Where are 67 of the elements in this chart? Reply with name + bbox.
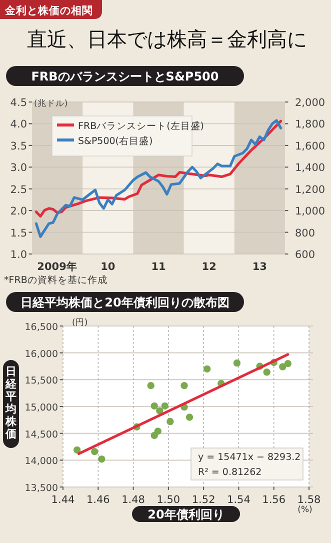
point — [154, 428, 162, 435]
x-tick-label: 1.46 — [86, 494, 110, 506]
x-tick-label: 1.44 — [51, 494, 76, 506]
point — [147, 382, 154, 390]
point — [279, 363, 286, 370]
legend-label: FRBバランスシート(左目盛) — [78, 120, 204, 132]
text: 直近、日本では株高＝金利高に — [27, 27, 307, 51]
y-tick-label: 4.0 — [10, 118, 27, 131]
point — [150, 402, 158, 410]
point — [263, 368, 270, 376]
y-axis-title: 日経平均株価 — [4, 365, 18, 440]
y-tick-label: 14,500 — [24, 429, 58, 440]
y2-tick-label: 1,800 — [295, 118, 326, 131]
y-tick-label: 2.0 — [10, 206, 27, 218]
y2-tick-label: 600 — [295, 249, 316, 261]
text: *FRBの資料を基に作成 — [4, 274, 108, 286]
annotation: (円) — [72, 318, 88, 328]
x-tick-label: 1.52 — [192, 494, 216, 506]
chart-title: FRBのバランスシートとS&P500 — [31, 70, 219, 84]
x-tick-label: 12 — [202, 261, 216, 273]
text: 金利と株価の相関 — [4, 4, 93, 17]
point — [91, 448, 98, 456]
y-tick-label: 15,500 — [24, 376, 58, 387]
y-tick-label: 16,500 — [24, 322, 58, 333]
y-tick-label: 2.5 — [10, 184, 27, 196]
annotation: R² = 0.81262 — [198, 467, 262, 478]
y2-tick-label: 1,200 — [295, 184, 326, 196]
y-tick-label: 16,000 — [24, 348, 58, 360]
x-tick-label: 13 — [252, 261, 268, 273]
x-tick-label: 1.48 — [122, 494, 145, 506]
y-tick-label: 3.0 — [10, 162, 27, 174]
y-tick-label: 4.5 — [10, 97, 27, 109]
x-axis-title: 20年債利回り — [148, 508, 224, 522]
point — [156, 407, 164, 414]
y2-tick-label: 800 — [295, 227, 316, 240]
x-tick-label: 1.50 — [156, 494, 180, 506]
y2-tick-label: 1,400 — [295, 162, 326, 174]
y-tick-label: 3.5 — [10, 140, 27, 152]
annotation: y = 15471x − 8293.2 — [198, 452, 301, 463]
x-tick-label: 1.56 — [262, 494, 286, 506]
point — [233, 359, 241, 367]
x-tick-label: 2009年 — [37, 260, 78, 273]
line-series — [34, 119, 282, 238]
point — [186, 414, 194, 421]
point — [166, 418, 174, 426]
y-axis-title: (兆ドル) — [34, 98, 68, 109]
y2-tick-label: 1,600 — [295, 140, 326, 152]
legend-label: S&P500(右目盛) — [78, 135, 153, 147]
y2-tick-label: 1,000 — [295, 206, 326, 218]
point — [284, 360, 292, 368]
y-tick-label: 14,000 — [24, 456, 58, 468]
y-tick-label: 1.5 — [10, 227, 27, 240]
point — [203, 365, 211, 373]
text: (%) — [298, 505, 312, 515]
chart-title: 日経平均株価と20年債利回りの散布図 — [20, 296, 230, 310]
y-tick-label: 15,000 — [24, 402, 58, 414]
x-tick-label: 1.58 — [297, 494, 321, 506]
y2-tick-label: 2,000 — [295, 97, 326, 109]
x-tick-label: 1.54 — [227, 494, 251, 506]
y-tick-label: 1.0 — [10, 249, 27, 261]
point — [98, 455, 106, 463]
point — [180, 382, 188, 390]
point — [161, 402, 169, 410]
x-tick-label: 10 — [100, 261, 116, 273]
y-tick-label: 13,500 — [24, 483, 58, 494]
point — [73, 446, 81, 454]
x-tick-label: 11 — [151, 261, 166, 273]
